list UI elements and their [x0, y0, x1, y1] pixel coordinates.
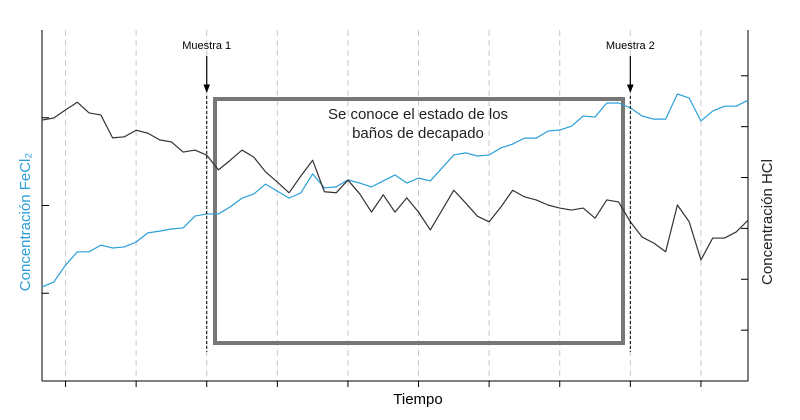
box-text: baños de decapado [352, 125, 484, 142]
box-text: Se conoce el estado de los [328, 106, 508, 123]
y-axis-label: Concentración FeCl₂ [17, 153, 34, 292]
annotation-label: Muestra 2 [606, 40, 655, 52]
y2-axis-label: Concentración HCl [759, 159, 776, 285]
grid [65, 30, 702, 381]
x-axis-label: Tiempo [393, 391, 442, 408]
known-state-box [213, 97, 625, 345]
annotation-label: Muestra 1 [182, 40, 231, 52]
